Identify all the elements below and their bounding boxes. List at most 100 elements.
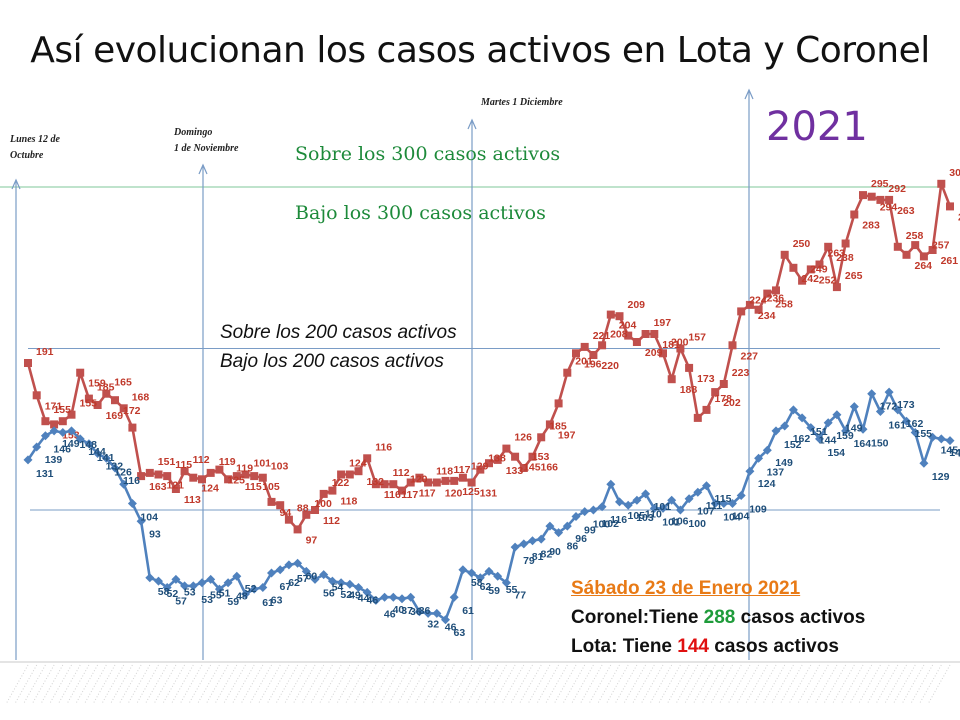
x-tick-mark [631,664,655,705]
x-tick-mark [83,664,107,705]
data-label-coronel: 249 [810,264,828,276]
annotation-nov1-line2: 1 de Noviembre [174,143,239,154]
data-point-lota [580,507,590,517]
data-label-lota: 104 [140,512,158,524]
x-tick-mark [257,664,281,705]
data-point-lota [154,576,163,586]
data-label-coronel: 122 [332,477,350,489]
data-label-coronel: 168 [132,391,150,403]
data-point-coronel [224,475,233,484]
data-label-lota: 161 [888,420,906,432]
data-label-lota: 100 [593,519,611,531]
data-point-lota [58,428,68,437]
data-point-lota [754,453,764,463]
x-tick-mark [336,664,359,705]
data-point-coronel [841,239,850,248]
data-label-lota: 141 [97,452,115,464]
data-point-coronel [398,486,406,495]
data-label-coronel: 234 [758,310,776,322]
x-tick-mark [405,664,429,705]
data-label-lota: 48 [236,591,248,603]
data-point-coronel [93,401,102,409]
data-label-lota: 58 [158,586,170,598]
data-point-coronel [345,470,354,479]
data-point-lota [180,581,190,591]
data-label-lota: 49 [349,590,361,602]
data-label-lota: 105 [628,510,646,522]
x-tick-mark [840,664,864,705]
x-tick-mark [744,664,768,705]
x-tick-mark [318,664,342,705]
data-point-lota [536,534,546,544]
data-label-coronel: 172 [123,405,141,417]
data-label-coronel: 263 [828,248,846,260]
data-label-coronel: 208 [610,328,628,340]
x-tick-mark [797,664,820,705]
data-label-lota: 54 [332,582,344,594]
data-label-lota: 103 [636,512,654,524]
data-point-lota [788,405,798,415]
data-point-lota [710,499,720,508]
data-point-coronel [284,515,293,524]
data-point-lota [84,439,94,449]
summary-coronel: Coronel:Tiene 288 casos activos [571,607,865,629]
data-point-coronel [163,472,172,481]
data-point-lota [658,503,668,513]
x-tick-mark [875,664,899,705]
annotation-oct12: Lunes 12 de Octubre [10,132,60,164]
data-label-lota: 53 [184,586,196,598]
annotation-dec1: Martes 1 Diciembre [481,97,563,108]
data-point-lota [823,418,833,428]
data-point-coronel [180,467,189,476]
data-label-coronel: 105 [262,481,280,493]
data-point-lota [728,499,737,508]
data-point-lota [93,449,103,458]
data-label-lota: 60 [306,570,318,582]
data-point-lota [197,578,207,588]
data-label-lota: 52 [245,583,257,595]
x-tick-mark [283,664,307,705]
data-label-lota: 162 [793,433,811,445]
x-tick-mark [788,664,812,705]
data-point-lota [815,434,824,444]
data-label-lota: 144 [949,447,960,459]
data-label-coronel: 151 [158,456,176,468]
data-point-coronel [702,405,711,414]
data-point-coronel [41,417,50,426]
x-tick-mark [597,664,620,705]
x-tick-mark [684,664,707,705]
x-tick-mark [710,664,733,705]
data-label-lota: 149 [845,423,863,435]
data-point-coronel [563,368,572,377]
data-point-lota [414,607,424,617]
data-point-coronel [789,263,798,272]
data-label-coronel: 223 [732,367,750,379]
data-point-lota [23,455,33,465]
data-point-lota [945,436,955,446]
data-label-coronel: 283 [862,220,880,232]
data-point-coronel [659,349,667,358]
x-tick-mark [109,664,133,705]
data-label-lota: 115 [715,493,732,505]
x-tick-mark [301,664,325,705]
data-point-coronel [806,265,815,274]
data-point-coronel [693,413,702,422]
data-point-coronel [511,452,520,461]
x-tick-mark [22,664,46,705]
data-point-coronel [206,468,215,477]
year-label: 2021 [766,104,868,150]
data-point-coronel [380,480,389,489]
x-tick-mark [118,664,142,705]
data-label-coronel: 302 [949,167,960,179]
data-label-coronel: 112 [193,454,210,466]
data-point-lota [736,491,746,500]
data-point-coronel [589,351,598,359]
x-tick-mark [431,664,455,705]
data-label-lota: 101 [654,501,672,513]
data-label-coronel: 163 [149,481,167,493]
data-label-lota: 61 [262,597,274,609]
data-label-coronel: 112 [393,467,410,479]
data-point-coronel [885,195,894,204]
data-label-coronel: 295 [871,178,889,190]
data-point-lota [345,579,355,589]
